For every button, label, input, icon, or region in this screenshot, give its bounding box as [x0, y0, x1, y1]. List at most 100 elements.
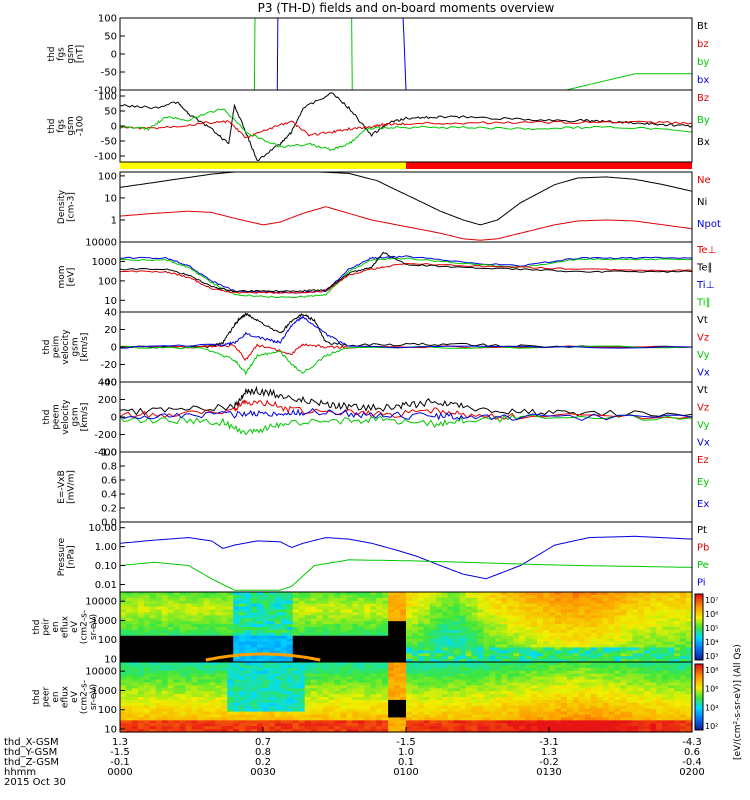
heatmap-cell [549, 705, 556, 710]
heatmap-cell [596, 635, 604, 640]
heatmap-cell [209, 647, 216, 651]
heatmap-cell [173, 644, 181, 649]
heatmap-cell [400, 726, 407, 730]
heatmap-cell [572, 694, 580, 698]
y-axis-label: [km/s] [80, 333, 90, 362]
heatmap-cell [191, 705, 199, 710]
heatmap-cell [316, 682, 324, 686]
heatmap-cell [626, 624, 634, 628]
heatmap-cell [376, 662, 383, 666]
heatmap-cell [417, 714, 425, 719]
heatmap-cell [316, 667, 324, 672]
y-axis-label: mom [57, 265, 67, 288]
heatmap-cell [507, 691, 514, 695]
heatmap-cell [137, 641, 145, 646]
heatmap-cell [388, 679, 395, 684]
heatmap-cell [566, 697, 574, 701]
heatmap-cell [143, 673, 151, 678]
heatmap-cell [388, 702, 395, 707]
heatmap-cell [268, 603, 276, 608]
heatmap-cell [382, 688, 389, 692]
heatmap-cell [173, 638, 181, 643]
heatmap-cell [149, 612, 157, 616]
heatmap-cell [292, 592, 300, 596]
heatmap-cell [543, 594, 550, 599]
heatmap-cell [352, 647, 359, 651]
heatmap-cell [572, 711, 580, 716]
heatmap-cell [483, 609, 491, 614]
heatmap-cell [650, 679, 657, 684]
heatmap-cell [578, 629, 586, 634]
heatmap-cell [400, 723, 407, 727]
heatmap-cell [280, 729, 288, 733]
heatmap-cell [632, 650, 639, 654]
heatmap-cell [149, 632, 157, 637]
heatmap-cell [125, 624, 133, 628]
heatmap-cell [137, 694, 145, 698]
heatmap-cell [316, 629, 324, 634]
heatmap-cell [149, 606, 157, 611]
heatmap-cell [274, 705, 282, 710]
heatmap-cell [161, 697, 169, 701]
heatmap-cell [495, 635, 502, 640]
heatmap-cell [638, 667, 645, 672]
heatmap-cell [125, 676, 133, 681]
heatmap-cell [644, 676, 651, 681]
heatmap-cell [549, 697, 556, 701]
heatmap-cell [441, 659, 449, 663]
heatmap-cell [149, 670, 157, 675]
heatmap-cell [471, 676, 479, 681]
heatmap-cell [554, 667, 562, 672]
heatmap-cell [447, 720, 455, 724]
heatmap-cell [310, 594, 318, 599]
heatmap-cell [554, 708, 562, 713]
heatmap-cell [602, 723, 610, 727]
heatmap-cell [203, 664, 210, 669]
y-tick-label: 0.4 [101, 490, 117, 501]
heatmap-cell [185, 726, 193, 730]
heatmap-cell [447, 708, 455, 713]
heatmap-cell [233, 600, 240, 605]
heatmap-cell [143, 647, 151, 651]
heatmap-cell [620, 656, 628, 660]
heatmap-cell [447, 662, 455, 666]
heatmap-cell [406, 659, 413, 663]
heatmap-cell [274, 679, 282, 684]
heatmap-cell [292, 612, 300, 616]
heatmap-cell [263, 656, 270, 660]
heatmap-cell [304, 726, 312, 730]
heatmap-cell [644, 702, 651, 707]
heatmap-cell [280, 726, 288, 730]
heatmap-cell [125, 714, 133, 719]
heatmap-cell [441, 635, 449, 640]
series-line-Vy [119, 414, 693, 436]
colorbar-cell [695, 692, 703, 695]
heatmap-cell [644, 641, 651, 646]
heatmap-cell [584, 726, 592, 730]
heatmap-cell [131, 650, 139, 654]
heatmap-cell [513, 705, 520, 710]
heatmap-cell [459, 717, 467, 721]
heatmap-cell [292, 627, 300, 631]
legend-label: Ti∥ [696, 298, 711, 309]
heatmap-cell [394, 726, 401, 730]
heatmap-cell [155, 711, 163, 716]
heatmap-cell [441, 629, 449, 634]
heatmap-cell [352, 691, 359, 695]
heatmap-cell [161, 688, 169, 692]
heatmap-cell [596, 702, 604, 707]
heatmap-cell [638, 606, 645, 611]
heatmap-cell [483, 644, 491, 649]
heatmap-cell [662, 676, 669, 681]
heatmap-cell [656, 603, 663, 608]
heatmap-cell [507, 615, 514, 619]
heatmap-cell [417, 697, 425, 701]
heatmap-cell [578, 594, 586, 599]
heatmap-cell [286, 717, 294, 721]
heatmap-cell [566, 597, 574, 602]
heatmap-cell [328, 662, 336, 666]
heatmap-cell [560, 656, 568, 660]
heatmap-cell [429, 609, 437, 614]
heatmap-cell [185, 708, 193, 713]
heatmap-cell [590, 644, 598, 649]
